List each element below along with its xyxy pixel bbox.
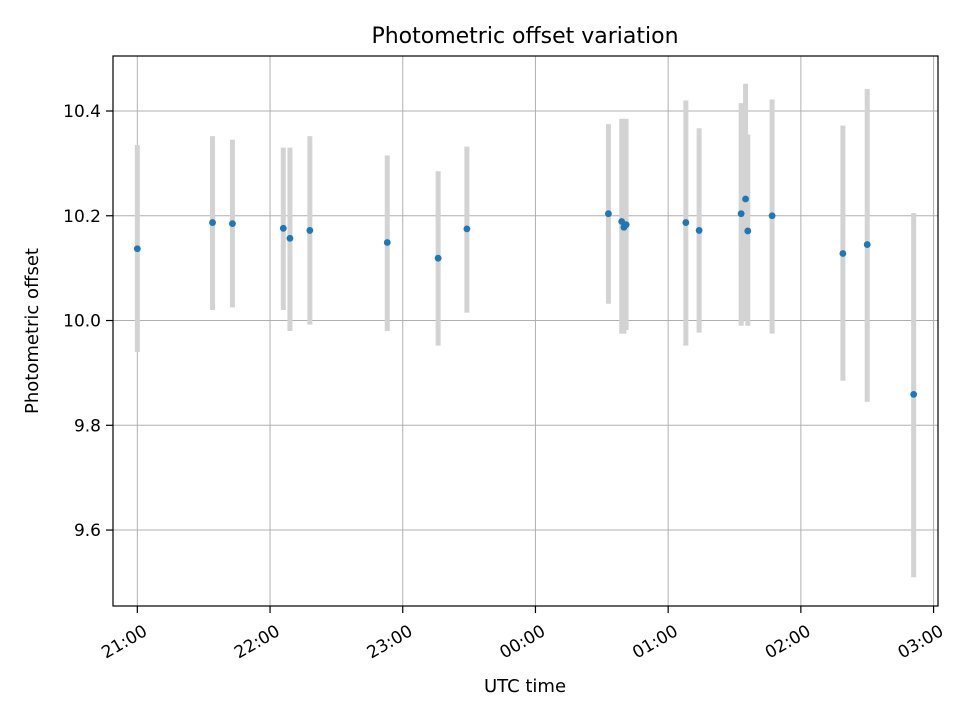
data-point [434,254,442,262]
chart-title: Photometric offset variation [371,24,678,49]
data-point [863,241,871,248]
y-tick-label: 9.6 [74,521,101,541]
data-point [682,219,690,226]
x-axis-label: UTC time [484,676,566,697]
data-point [737,210,745,218]
data-point [910,390,918,398]
data-point [839,250,847,257]
data-point [229,220,236,228]
data-point [605,210,612,218]
y-axis-label: Photometric offset [22,248,43,414]
plot-frame [112,55,939,607]
grid [113,56,938,606]
data-point [279,224,287,232]
y-axis: 9.6 9.8 10.0 10.2 10.4 [63,102,113,541]
data-point [695,227,703,234]
y-tick-label: 10.0 [63,312,101,332]
data-point [286,234,294,242]
data-point [622,221,630,229]
data-point [133,245,141,253]
data-point [744,227,752,235]
data-points [133,195,918,398]
y-tick-label: 10.2 [63,207,101,227]
y-tick-label: 10.4 [63,102,101,122]
data-point [463,225,471,233]
data-point [383,239,391,246]
data-point [306,227,314,234]
y-tick-label: 9.8 [74,416,101,436]
data-point [742,195,749,203]
data-point [768,212,776,220]
data-point [209,219,216,226]
